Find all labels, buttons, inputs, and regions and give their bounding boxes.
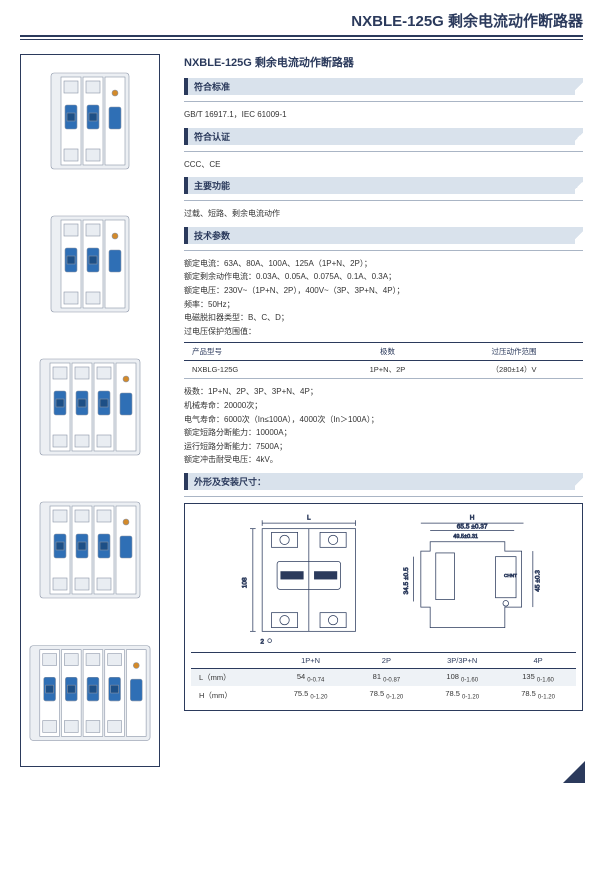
svg-text:49.5±0.31: 49.5±0.31: [453, 534, 478, 540]
tech-line: 电磁脱扣器类型：B、C、D；: [184, 311, 583, 325]
dim-td: 135 0-1.60: [500, 668, 576, 686]
svg-text:2: 2: [260, 638, 264, 645]
tech-line: 过电压保护范围值：: [184, 325, 583, 339]
spec-th: 产品型号: [184, 343, 330, 361]
dimension-table: 1P+N2P3P/3P+N4P L（mm）54 0-0.7481 0-0.871…: [191, 652, 576, 704]
dim-th: 2P: [348, 652, 424, 668]
spec-th: 极数: [330, 343, 445, 361]
svg-text:CHNT: CHNT: [504, 573, 517, 578]
svg-text:65.5 ±0.37: 65.5 ±0.37: [457, 524, 488, 531]
tech-line: 额定电压：230V~（1P+N、2P），400V~（3P、3P+N、4P）；: [184, 284, 583, 298]
tech-lines: 额定电流：63A、80A、100A、125A（1P+N、2P）；额定剩余动作电流…: [184, 257, 583, 339]
breaker-image: [36, 492, 144, 610]
tech-line: 额定冲击耐受电压：4kV。: [184, 453, 583, 467]
rule: [184, 151, 583, 152]
dimension-drawing: L: [191, 510, 576, 650]
spec-td: 1P+N、2P: [330, 361, 445, 379]
breaker-image: [26, 635, 154, 753]
tech-line: 运行短路分断能力：7500A；: [184, 440, 583, 454]
product-image-column: [20, 54, 160, 767]
tech-line: 机械寿命：20000次；: [184, 399, 583, 413]
section-func-heading: 主要功能: [184, 177, 583, 194]
page-title: NXBLE-125G 剩余电流动作断路器: [20, 10, 583, 31]
dim-td: 54 0-0.74: [273, 668, 349, 686]
product-image: [26, 635, 154, 758]
spec-table: 产品型号极数过压动作范围 NXBLG-125G1P+N、2P（280±14）V: [184, 342, 583, 379]
dim-td: 78.5 0-1.20: [424, 686, 500, 704]
dim-td: 78.5 0-1.20: [348, 686, 424, 704]
section-dims-heading: 外形及安装尺寸：: [184, 473, 583, 490]
cert-text: CCC、CE: [184, 158, 583, 172]
product-image: [47, 63, 133, 186]
dim-td: 81 0-0.87: [348, 668, 424, 686]
tech-line: 额定剩余动作电流：0.03A、0.05A、0.075A、0.1A、0.3A；: [184, 270, 583, 284]
title-rule-thin: [20, 39, 583, 40]
dim-th: 4P: [500, 652, 576, 668]
tech-line: 电气寿命：6000次（In≤100A），4000次（In＞100A）；: [184, 413, 583, 427]
tech-line: 额定电流：63A、80A、100A、125A（1P+N、2P）；: [184, 257, 583, 271]
breaker-image: [47, 63, 133, 181]
dim-th: [191, 652, 273, 668]
rule: [184, 250, 583, 251]
section-cert-heading: 符合认证: [184, 128, 583, 145]
dim-th: 1P+N: [273, 652, 349, 668]
dim-label: H（mm）: [191, 686, 273, 704]
dim-H-label: H: [470, 514, 475, 521]
tech-line: 极数：1P+N、2P、3P、3P+N、4P；: [184, 385, 583, 399]
title-rule: [20, 35, 583, 37]
tech-lines-2: 极数：1P+N、2P、3P、3P+N、4P；机械寿命：20000次；电气寿命：6…: [184, 385, 583, 467]
svg-text:34.5 ±0.5: 34.5 ±0.5: [403, 567, 410, 595]
section-tech-heading: 技术参数: [184, 227, 583, 244]
product-image: [36, 492, 144, 615]
dim-td: 108 0-1.60: [424, 668, 500, 686]
breaker-image: [36, 349, 144, 467]
dim-L-label: L: [307, 514, 311, 521]
product-image: [36, 349, 144, 472]
table-row: H（mm）75.5 0-1.2078.5 0-1.2078.5 0-1.2078…: [191, 686, 576, 704]
rule: [184, 200, 583, 201]
table-row: L（mm）54 0-0.7481 0-0.87108 0-1.60135 0-1…: [191, 668, 576, 686]
dimension-drawing-box: L: [184, 503, 583, 711]
table-row: NXBLG-125G1P+N、2P（280±14）V: [184, 361, 583, 379]
dim-td: 78.5 0-1.20: [500, 686, 576, 704]
dim-th: 3P/3P+N: [424, 652, 500, 668]
spec-th: 过压动作范围: [445, 343, 583, 361]
rule: [184, 496, 583, 497]
section-standards-heading: 符合标准: [184, 78, 583, 95]
dim-label: L（mm）: [191, 668, 273, 686]
product-title: NXBLE-125G 剩余电流动作断路器: [184, 54, 583, 70]
spec-td: （280±14）V: [445, 361, 583, 379]
tech-line: 频率：50Hz；: [184, 298, 583, 312]
standards-text: GB/T 16917.1，IEC 61009-1: [184, 108, 583, 122]
tech-line: 额定短路分断能力：10000A；: [184, 426, 583, 440]
spec-td: NXBLG-125G: [184, 361, 330, 379]
dim-height: 108: [241, 577, 248, 588]
dim-td: 75.5 0-1.20: [273, 686, 349, 704]
rule: [184, 101, 583, 102]
page-corner-icon: [563, 761, 585, 783]
svg-text:45 ±0.3: 45 ±0.3: [534, 570, 541, 592]
func-text: 过载、短路、剩余电流动作: [184, 207, 583, 221]
product-image: [47, 206, 133, 329]
breaker-image: [47, 206, 133, 324]
